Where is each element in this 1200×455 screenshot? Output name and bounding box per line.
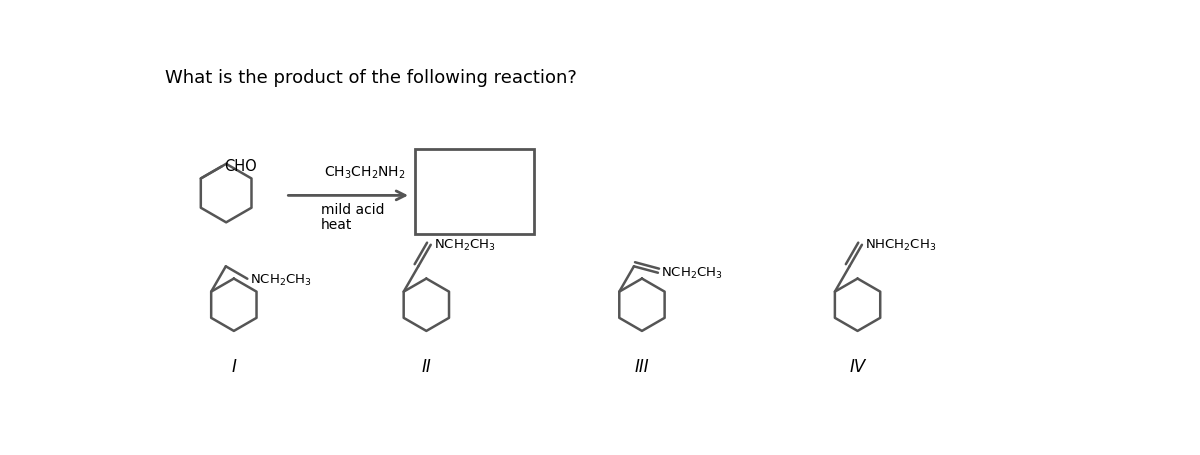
Bar — [415, 150, 534, 234]
Text: CH$_3$CH$_2$NH$_2$: CH$_3$CH$_2$NH$_2$ — [324, 164, 406, 181]
Text: IV: IV — [850, 357, 865, 375]
Text: heat: heat — [320, 217, 353, 232]
Text: mild acid: mild acid — [320, 203, 384, 217]
Text: NCH$_2$CH$_3$: NCH$_2$CH$_3$ — [251, 273, 312, 288]
Text: NHCH$_2$CH$_3$: NHCH$_2$CH$_3$ — [865, 237, 936, 252]
Text: II: II — [421, 357, 431, 375]
Text: What is the product of the following reaction?: What is the product of the following rea… — [164, 68, 576, 86]
Text: NCH$_2$CH$_3$: NCH$_2$CH$_3$ — [661, 265, 722, 280]
Text: NCH$_2$CH$_3$: NCH$_2$CH$_3$ — [434, 237, 496, 252]
Text: I: I — [232, 357, 236, 375]
Text: CHO: CHO — [224, 158, 257, 173]
Text: III: III — [635, 357, 649, 375]
